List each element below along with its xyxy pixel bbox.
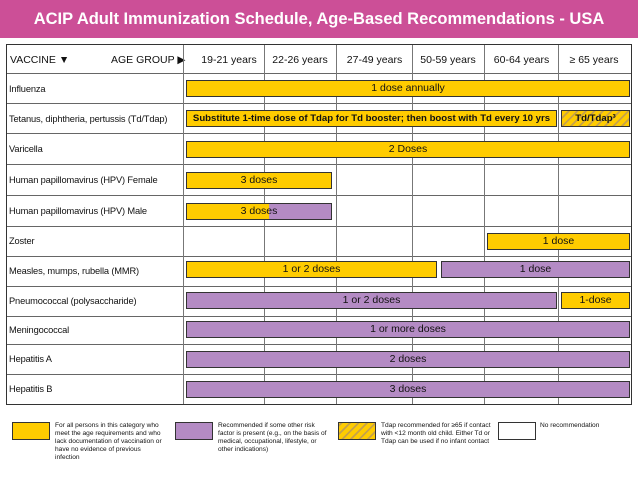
age-col-60-64: 60-64 years bbox=[493, 54, 550, 66]
age-col-50-59: 50-59 years bbox=[420, 54, 476, 66]
grid-line bbox=[7, 286, 631, 287]
bar-influenza: 1 dose annually bbox=[186, 80, 630, 97]
row-label-hpv-male: Human papillomavirus (HPV) Male bbox=[9, 206, 147, 216]
grid-line bbox=[7, 164, 631, 165]
row-label-hepatitis-a: Hepatitis A bbox=[9, 354, 52, 364]
legend-text-yellow: For all persons in this category who mee… bbox=[55, 422, 162, 461]
legend-text-white: No recommendation bbox=[540, 422, 600, 429]
grid-line bbox=[7, 195, 631, 196]
bar-meningococcal: 1 or more doses bbox=[186, 321, 630, 338]
bar-tdap-65-plus: Td/Tdap³ bbox=[561, 110, 630, 127]
bar-varicella: 2 Doses bbox=[186, 141, 630, 158]
grid-line bbox=[7, 103, 631, 104]
legend-swatch-yellow bbox=[12, 422, 50, 440]
bar-hpv-male: 3 doses bbox=[186, 203, 332, 220]
age-col-65-plus: ≥ 65 years bbox=[569, 54, 619, 66]
grid-line bbox=[7, 316, 631, 317]
grid-line bbox=[336, 45, 337, 404]
age-group-header: AGE GROUP ▶ bbox=[111, 54, 186, 66]
bar-hepatitis-b: 3 doses bbox=[186, 381, 630, 398]
row-label-tdap: Tetanus, diphtheria, pertussis (Td/Tdap) bbox=[9, 114, 168, 124]
grid-line bbox=[7, 133, 631, 134]
grid-line bbox=[412, 45, 413, 404]
row-label-varicella: Varicella bbox=[9, 144, 43, 154]
bar-tdap-all-ages: Substitute 1-time dose of Tdap for Td bo… bbox=[186, 110, 557, 127]
legend-swatch-purple bbox=[175, 422, 213, 440]
grid-line bbox=[7, 344, 631, 345]
bar-pneumococcal-under-65: 1 or 2 doses bbox=[186, 292, 557, 309]
legend-swatch-hatched bbox=[338, 422, 376, 440]
row-label-mmr: Measles, mumps, rubella (MMR) bbox=[9, 266, 139, 276]
row-label-pneumococcal: Pneumococcal (polysaccharide) bbox=[9, 296, 137, 306]
schedule-table bbox=[6, 44, 632, 405]
age-col-19-21: 19-21 years bbox=[201, 54, 257, 66]
grid-line bbox=[7, 226, 631, 227]
row-label-hepatitis-b: Hepatitis B bbox=[9, 384, 53, 394]
legend-swatch-white bbox=[498, 422, 536, 440]
grid-line bbox=[484, 45, 485, 404]
grid-line bbox=[7, 374, 631, 375]
vaccine-header: VACCINE ▼ bbox=[10, 54, 70, 66]
bar-zoster: 1 dose bbox=[487, 233, 630, 250]
bar-hepatitis-a: 2 doses bbox=[186, 351, 630, 368]
legend-text-purple: Recommended if some other risk factor is… bbox=[218, 422, 327, 453]
page-title: ACIP Adult Immunization Schedule, Age-Ba… bbox=[33, 10, 605, 28]
grid-line bbox=[264, 45, 265, 404]
title-banner: ACIP Adult Immunization Schedule, Age-Ba… bbox=[0, 0, 638, 38]
legend-text-hatched: Tdap recommended for ≥65 if contact with… bbox=[381, 422, 491, 445]
bar-hpv-female: 3 doses bbox=[186, 172, 332, 189]
age-col-22-26: 22-26 years bbox=[272, 54, 328, 66]
bar-mmr-under-50: 1 or 2 doses bbox=[186, 261, 437, 278]
grid-line bbox=[558, 45, 559, 404]
grid-line bbox=[7, 73, 631, 74]
row-label-hpv-female: Human papillomavirus (HPV) Female bbox=[9, 175, 158, 185]
age-col-27-49: 27-49 years bbox=[346, 54, 403, 66]
row-label-zoster: Zoster bbox=[9, 236, 35, 246]
grid-line bbox=[183, 45, 184, 404]
row-label-influenza: Influenza bbox=[9, 84, 46, 94]
bar-pneumococcal-65-plus: 1-dose bbox=[561, 292, 630, 309]
row-label-meningococcal: Meningococcal bbox=[9, 325, 70, 335]
grid-line bbox=[7, 256, 631, 257]
bar-mmr-50-plus: 1 dose bbox=[441, 261, 630, 278]
